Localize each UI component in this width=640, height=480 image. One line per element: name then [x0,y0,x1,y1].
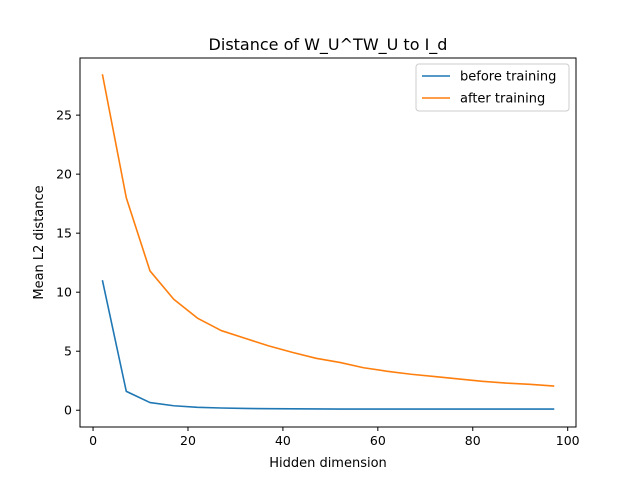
x-tick-label: 40 [275,433,291,448]
legend-entry-label: before training [460,70,556,85]
y-tick-label: 25 [56,108,72,123]
x-tick-label: 60 [370,433,386,448]
x-tick-label: 100 [556,433,580,448]
y-tick-label: 15 [56,226,72,241]
x-axis: 0 20 40 60 80 100 [89,427,580,448]
y-tick-label: 0 [64,403,72,418]
y-tick-label: 10 [56,285,72,300]
x-tick-label: 0 [89,433,97,448]
series-line-after-training [101,74,555,387]
y-axis-label: Mean L2 distance [32,185,47,299]
series-line-before-training [101,280,555,410]
x-axis-label: Hidden dimension [269,456,387,471]
legend: before training after training [415,63,570,112]
y-tick-label: 5 [64,344,72,359]
series-layer [101,74,555,410]
chart-title: Distance of W_U^TW_U to I_d [209,35,448,55]
y-axis: 0 5 10 15 20 25 [56,108,80,418]
x-tick-label: 20 [180,433,196,448]
y-tick-label: 20 [56,167,72,182]
axes-frame [79,57,577,428]
legend-box [415,63,570,112]
x-tick-label: 80 [465,433,481,448]
legend-entry-label: after training [460,92,545,107]
